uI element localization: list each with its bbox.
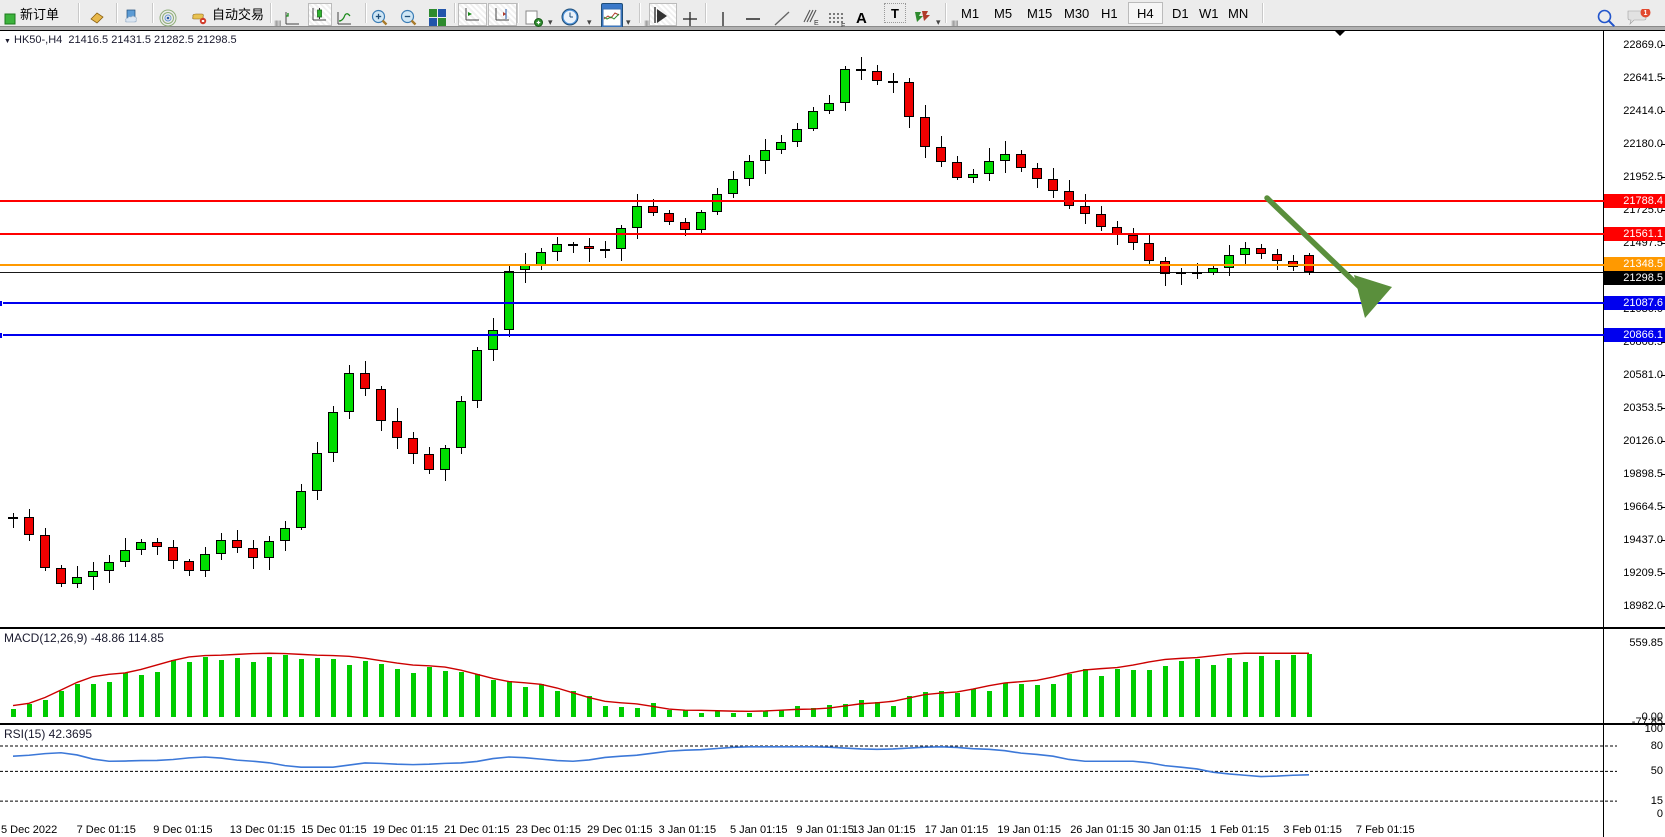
svg-text:E: E bbox=[814, 20, 819, 27]
svg-text:1: 1 bbox=[1644, 10, 1648, 17]
